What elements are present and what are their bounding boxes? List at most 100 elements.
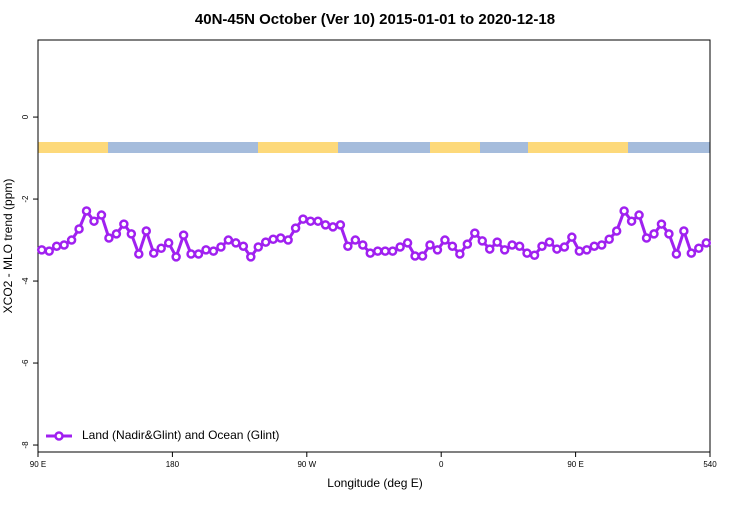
data-point — [275, 233, 286, 243]
data-point — [470, 228, 480, 238]
data-point — [514, 241, 525, 251]
data-point — [694, 243, 704, 254]
land-band — [38, 142, 108, 153]
y-tick-label: -2 — [21, 195, 30, 203]
data-point — [365, 248, 376, 258]
data-point — [484, 244, 495, 254]
data-point — [111, 229, 122, 239]
data-point — [36, 245, 47, 255]
data-point — [283, 235, 293, 245]
data-point — [701, 238, 712, 248]
data-point — [290, 223, 301, 233]
data-point — [574, 246, 585, 256]
data-point — [208, 246, 219, 256]
data-point — [74, 224, 84, 234]
data-point — [305, 216, 316, 226]
data-point — [81, 206, 92, 216]
data-point — [499, 245, 510, 255]
data-point — [537, 241, 547, 251]
data-point — [589, 241, 600, 251]
ocean-band — [38, 142, 710, 153]
data-point — [567, 232, 577, 242]
x-tick-label: 90 W — [297, 460, 316, 469]
data-point — [455, 249, 465, 259]
x-tick-label: 180 — [166, 460, 180, 469]
x-tick-label: 0 — [439, 460, 444, 469]
data-point — [96, 210, 107, 220]
data-point — [328, 222, 338, 232]
data-point — [402, 238, 413, 248]
data-point — [350, 235, 361, 245]
x-tick-label: 90 E — [567, 460, 583, 469]
data-point — [104, 233, 114, 243]
data-point — [320, 220, 331, 230]
data-point — [492, 237, 502, 247]
y-tick-label: -4 — [21, 277, 30, 285]
y-tick-label: -8 — [21, 441, 30, 449]
data-point — [634, 210, 644, 220]
data-point — [604, 234, 614, 244]
plot-frame — [37, 39, 711, 453]
data-point — [619, 206, 629, 216]
data-point — [51, 241, 62, 251]
data-point — [507, 240, 517, 250]
data-point — [387, 246, 398, 256]
data-point — [611, 226, 622, 236]
land-band — [258, 142, 338, 153]
data-point — [201, 245, 211, 255]
data-point — [582, 245, 592, 255]
legend-marker — [54, 431, 64, 441]
data-point — [447, 241, 458, 251]
data-point — [417, 251, 428, 261]
legend-label: Land (Nadir&Glint) and Ocean (Glint) — [82, 428, 279, 442]
data-point — [134, 249, 144, 259]
data-point — [89, 216, 99, 226]
data-point — [231, 238, 241, 248]
data-point — [679, 226, 689, 236]
data-point — [59, 240, 69, 250]
x-axis-label: Longitude (deg E) — [327, 476, 422, 490]
y-tick-label: 0 — [21, 114, 30, 119]
data-point — [686, 248, 697, 258]
data-point — [596, 240, 607, 250]
data-point — [238, 241, 249, 251]
x-tick-label: 90 E — [30, 460, 46, 469]
data-point — [641, 233, 652, 243]
data-point — [260, 237, 271, 247]
data-point — [410, 251, 420, 261]
land-band — [430, 142, 480, 153]
data-point — [193, 249, 204, 259]
data-point — [529, 250, 540, 260]
data-point — [372, 246, 383, 256]
data-point — [171, 252, 181, 262]
chart-title: 40N-45N October (Ver 10) 2015-01-01 to 2… — [195, 11, 555, 28]
data-point — [477, 236, 488, 246]
data-point — [246, 252, 256, 262]
data-point — [462, 239, 473, 249]
data-point — [649, 229, 659, 239]
data-point — [559, 242, 570, 252]
data-point — [141, 226, 152, 236]
data-point — [552, 244, 562, 254]
data-point — [163, 238, 174, 248]
data-point — [126, 229, 137, 239]
data-point — [343, 241, 353, 251]
data-point — [186, 249, 196, 259]
land-ocean-strip — [38, 142, 710, 153]
data-point — [156, 243, 166, 254]
data-point — [656, 219, 667, 229]
data-point — [358, 240, 368, 250]
land-band — [528, 142, 628, 153]
data-point — [298, 214, 308, 224]
data-point — [268, 234, 278, 244]
data-point — [544, 237, 555, 247]
y-axis-label: XCO2 - MLO trend (ppm) — [1, 179, 15, 314]
data-point — [395, 242, 405, 252]
data-point — [178, 230, 189, 240]
data-point — [148, 248, 159, 258]
data-point — [253, 242, 264, 252]
data-point — [216, 242, 226, 252]
data-point — [432, 245, 443, 255]
y-tick-label: -6 — [21, 359, 30, 367]
